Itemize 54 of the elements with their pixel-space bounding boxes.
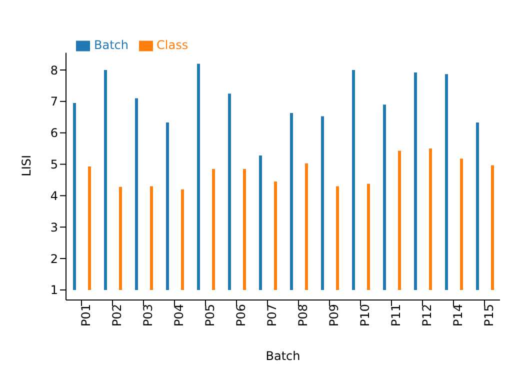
bar [383,104,386,290]
bar [135,98,138,290]
bar [259,155,262,290]
x-tick-label: P03 [141,304,156,327]
bar [212,168,215,290]
bar [476,122,479,290]
bar [243,168,246,290]
bar [305,163,308,290]
y-tick-label: 3 [50,220,58,234]
bar [228,94,231,290]
bar [73,102,76,290]
y-tick-label: 7 [50,94,58,109]
x-tick-label: P08 [296,304,310,327]
bar [150,186,153,290]
bar [445,74,448,290]
bar [321,116,324,290]
x-tick-label: P06 [234,304,248,327]
bar [336,186,339,290]
x-tick-label: P10 [358,304,372,327]
x-tick-label: P01 [79,304,94,327]
bar [197,64,200,290]
x-tick-label: P15 [482,304,496,327]
y-axis-title: LISI [19,154,34,176]
bar [429,148,432,290]
bar [166,122,169,290]
y-tick-label: 6 [50,126,58,140]
bar [460,158,463,290]
y-tick-label: 2 [50,252,58,266]
legend-label: Batch [94,38,128,52]
x-tick-label: P14 [451,304,466,327]
x-tick-label: P04 [172,304,186,327]
bar [290,113,293,290]
bar [367,184,370,290]
x-tick-label: P09 [327,304,342,327]
bar [274,182,277,290]
bar [352,70,355,290]
legend-label: Class [156,38,188,52]
bar [398,150,401,290]
y-tick-label: 4 [50,188,58,203]
x-tick-label: P05 [203,304,218,327]
bar [414,72,417,290]
x-tick-label: P12 [420,304,434,327]
y-tick-label: 1 [50,283,58,298]
x-tick-label: P07 [265,304,280,327]
x-tick-label: P11 [389,304,404,327]
bar [491,165,494,290]
y-tick-label: 8 [50,63,58,78]
y-tick-label: 5 [50,158,58,172]
bar [119,186,122,290]
x-tick-label: P02 [110,304,124,327]
bar [104,70,107,290]
x-axis-title: Batch [266,349,300,363]
bar [88,166,91,290]
bar [181,189,184,290]
